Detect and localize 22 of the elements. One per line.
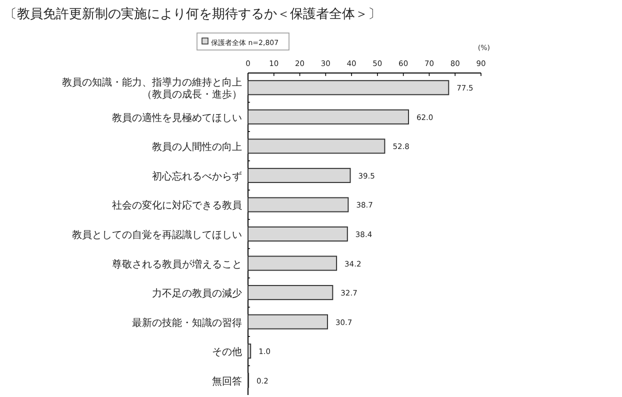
y-tick-label: 最新の技能・知識の習得 [132,316,242,329]
bar [248,285,334,300]
bar [248,80,450,96]
y-tick-label: 力不足の教員の減少 [152,288,242,300]
y-tick-label: 教員の適性を見極めてほしい [112,112,242,124]
bar [248,168,351,183]
bar [248,314,328,330]
y-tick-label: 初心忘れるべからず [152,170,242,182]
y-tick-label: 教員の人間性の向上 [152,141,242,154]
chart-title: 〔教員免許更新制の実施により何を期待するか＜保護者全体＞〕 [4,6,381,22]
bar [248,344,252,359]
y-tick-label: その他 [212,346,242,358]
bar [248,256,338,271]
bar [248,197,349,212]
bar [248,138,386,154]
bar [248,109,410,124]
bar [248,226,348,242]
y-tick-label: 社会の変化に対応できる教員 [112,200,242,212]
y-tick-label: 教員の知識・能力、指導力の維持と向上（教員の成長・進歩） [62,76,242,101]
y-tick-label: 無回答 [212,375,242,388]
y-tick-label: 教員としての自覚を再認識してほしい [72,229,242,241]
y-tick-label: 尊敬される教員が増えること [112,258,242,270]
